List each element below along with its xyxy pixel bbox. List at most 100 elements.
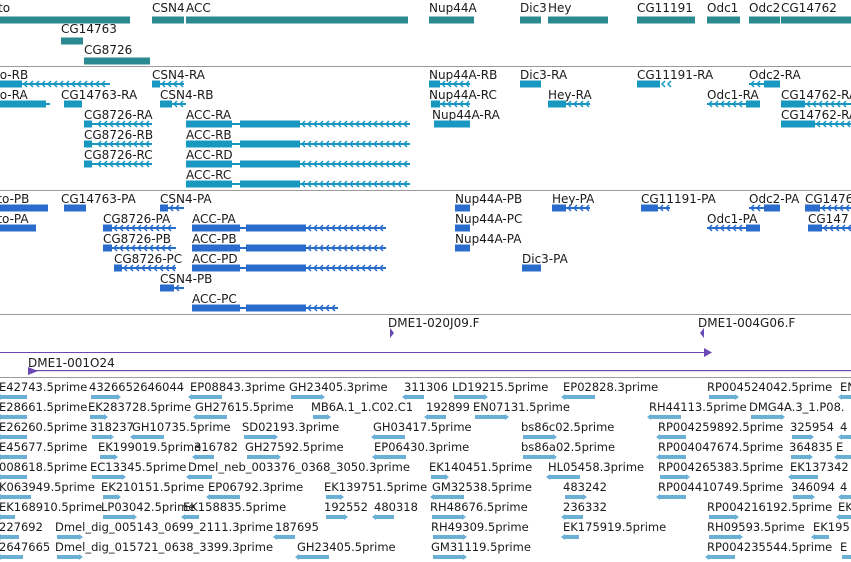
gene-label[interactable]: CG8726 — [84, 43, 132, 57]
est-feature[interactable] — [656, 494, 686, 500]
transcript-label[interactable]: CG11191-RA — [637, 68, 714, 82]
clone-end-marker[interactable] — [390, 328, 394, 338]
est-feature[interactable] — [92, 434, 114, 440]
est-feature[interactable] — [326, 494, 344, 500]
transcript-label[interactable]: CG14763-RA — [61, 88, 138, 102]
transcript-feature[interactable] — [84, 160, 152, 168]
protein-feature[interactable] — [552, 204, 590, 212]
est-label[interactable]: GH10735.5prime — [132, 420, 231, 434]
protein-label[interactable]: Nup44A-PA — [455, 232, 522, 246]
est-label[interactable]: 316782 — [194, 440, 238, 454]
gene-label[interactable]: Nup44A — [429, 1, 477, 15]
est-feature[interactable] — [206, 494, 240, 500]
protein-label[interactable]: CG8726-PB — [103, 232, 171, 246]
est-feature[interactable] — [433, 534, 467, 540]
clone-end-marker[interactable] — [700, 328, 704, 338]
est-feature[interactable] — [656, 454, 686, 460]
transcript-feature[interactable] — [64, 100, 82, 108]
protein-feature[interactable] — [749, 204, 780, 212]
est-label[interactable]: RP004265383.5prime — [658, 460, 783, 474]
transcript-feature[interactable] — [781, 100, 851, 108]
est-feature[interactable] — [313, 414, 331, 420]
protein-feature[interactable] — [192, 264, 386, 272]
est-label[interactable]: Dmel_dig_005143_0699_2111.3prime — [55, 520, 273, 534]
transcript-label[interactable]: ACC-RC — [186, 168, 231, 182]
est-feature[interactable] — [192, 454, 214, 460]
est-feature[interactable] — [561, 534, 579, 540]
transcript-label[interactable]: CSN4-RA — [152, 68, 206, 82]
est-feature[interactable] — [181, 514, 199, 520]
gene-feature[interactable] — [637, 16, 695, 24]
est-label[interactable]: EP02828.3prime — [563, 380, 658, 394]
est-feature[interactable] — [475, 414, 509, 420]
protein-feature[interactable] — [192, 304, 338, 312]
est-feature[interactable] — [91, 394, 121, 400]
est-feature[interactable] — [92, 474, 126, 480]
est-label[interactable]: EK140451.5prime — [429, 460, 532, 474]
est-label[interactable]: GH23405.3prime — [289, 380, 388, 394]
est-feature[interactable] — [90, 414, 108, 420]
est-feature[interactable] — [709, 514, 739, 520]
est-label[interactable]: EK168910.5prime — [0, 500, 102, 514]
est-label[interactable]: EP08843.3prime — [190, 380, 285, 394]
est-label[interactable]: E — [836, 440, 843, 454]
est-label[interactable]: E28661.5prime — [0, 400, 87, 414]
protein-feature[interactable] — [160, 284, 184, 292]
est-feature[interactable] — [811, 534, 829, 540]
est-label[interactable]: E42743.5prime — [0, 380, 87, 394]
protein-feature[interactable] — [103, 224, 176, 232]
transcript-label[interactable]: Nup44A-RB — [429, 68, 497, 82]
est-feature[interactable] — [561, 394, 595, 400]
gene-feature[interactable] — [84, 57, 150, 65]
gene-feature[interactable] — [61, 37, 83, 45]
protein-label[interactable]: ACC-PA — [192, 212, 237, 226]
est-label[interactable]: Dmel_neb_003376_0368_3050.3prime — [188, 460, 410, 474]
transcript-feature[interactable] — [0, 100, 50, 108]
protein-label[interactable]: ACC-PD — [192, 252, 238, 266]
transcript-label[interactable]: Odc2-RA — [749, 68, 801, 82]
est-label[interactable]: EK175919.5prime — [563, 520, 666, 534]
gene-feature[interactable] — [186, 16, 408, 24]
est-label[interactable]: K063949.5prime — [0, 480, 95, 494]
est-label[interactable]: 346094 — [791, 480, 835, 494]
est-feature[interactable] — [842, 554, 851, 560]
transcript-label[interactable]: CG8726-RA — [84, 108, 153, 122]
est-label[interactable]: 483242 — [563, 480, 607, 494]
est-label[interactable]: LD19215.5prime — [452, 380, 548, 394]
est-feature[interactable] — [431, 474, 449, 480]
gene-label[interactable]: Dic3 — [520, 1, 547, 15]
gene-label[interactable]: CG14763 — [61, 22, 117, 36]
est-feature[interactable] — [838, 494, 851, 500]
protein-label[interactable]: CG8726-PC — [114, 252, 182, 266]
est-label[interactable]: EP06430.3prime — [374, 440, 469, 454]
gene-label[interactable]: ACC — [186, 1, 211, 15]
protein-label[interactable]: ito-PB — [0, 192, 29, 206]
transcript-feature[interactable] — [84, 140, 152, 148]
transcript-label[interactable]: Dic3-RA — [520, 68, 568, 82]
gene-feature[interactable] — [707, 16, 740, 24]
est-feature[interactable] — [0, 514, 15, 520]
est-feature[interactable] — [546, 474, 580, 480]
est-feature[interactable] — [793, 494, 815, 500]
est-label[interactable]: 2647665 — [0, 540, 50, 554]
est-feature[interactable] — [247, 454, 281, 460]
est-label[interactable]: GH23405.5prime — [297, 540, 396, 554]
est-feature[interactable] — [834, 454, 851, 460]
transcript-feature[interactable] — [749, 80, 780, 88]
est-label[interactable]: bs86a02.5prime — [521, 440, 615, 454]
est-label[interactable]: RP004216192.5prime — [707, 500, 832, 514]
est-feature[interactable] — [291, 394, 325, 400]
protein-label[interactable]: CG8726-PA — [103, 212, 171, 226]
est-feature[interactable] — [100, 454, 118, 460]
est-label[interactable]: MB6A.1_1.C02.C1 — [311, 400, 413, 414]
est-feature[interactable] — [0, 554, 23, 560]
protein-feature[interactable] — [103, 244, 176, 252]
transcript-label[interactable]: Nup44A-RA — [432, 108, 501, 122]
est-label[interactable]: GH27592.5prime — [245, 440, 344, 454]
est-label[interactable]: 192552 — [324, 500, 368, 514]
est-feature[interactable] — [656, 434, 686, 440]
est-label[interactable]: 4326652646044 — [89, 380, 184, 394]
gene-label[interactable]: Hey — [548, 1, 572, 15]
gene-label[interactable]: CG11191 — [637, 1, 693, 15]
est-feature[interactable] — [103, 514, 137, 520]
